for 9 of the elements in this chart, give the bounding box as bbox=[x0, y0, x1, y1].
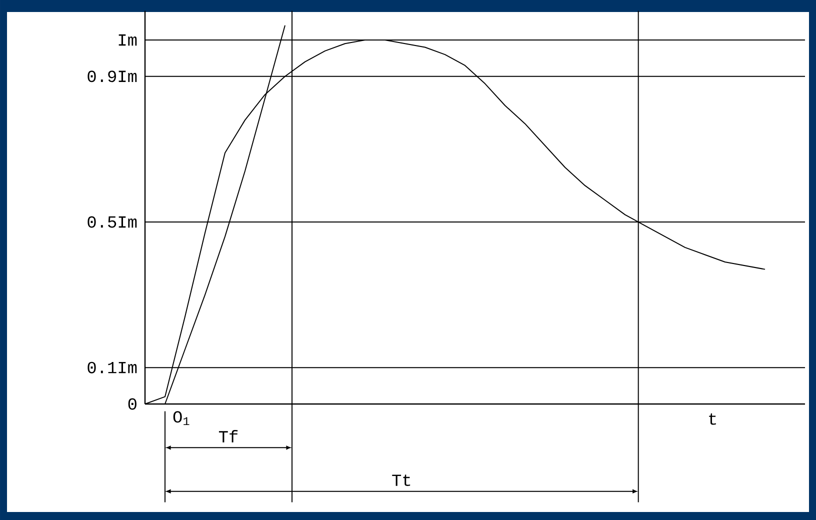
y-tick-label: 0.1Im bbox=[88, 362, 137, 374]
y-tick-label: 0.9Im bbox=[88, 70, 137, 82]
text: Tf bbox=[218, 430, 238, 442]
y-tick-label: 0.5Im bbox=[88, 216, 137, 228]
text: Tt bbox=[392, 474, 410, 486]
y-tick-label: 0 bbox=[128, 398, 136, 410]
y-tick-label: Im bbox=[118, 34, 137, 46]
x-axis-title: t bbox=[709, 413, 716, 425]
text: O$_{1}$ bbox=[173, 411, 190, 426]
